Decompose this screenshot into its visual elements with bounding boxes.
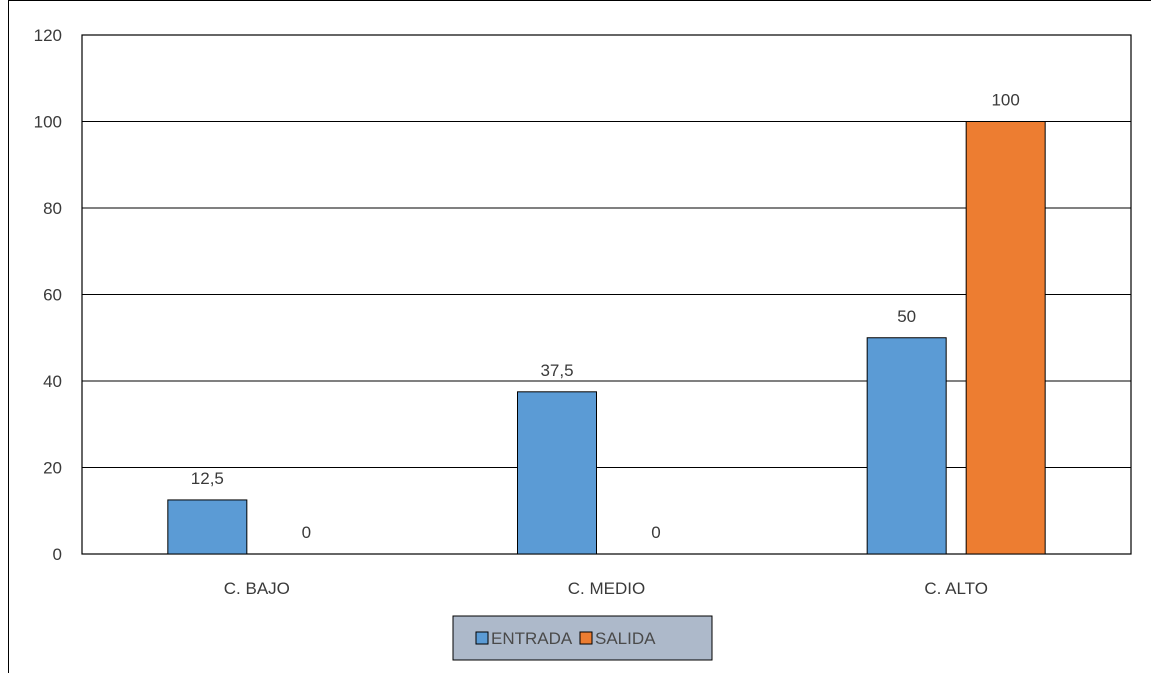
legend-label-salida: SALIDA: [595, 629, 656, 648]
data-label: 100: [991, 91, 1019, 110]
category-label: C. BAJO: [224, 579, 290, 598]
y-tick-label: 80: [43, 199, 62, 218]
bar-entrada-1: [517, 391, 597, 555]
y-tick-label: 20: [43, 459, 62, 478]
data-labels: 12,5 0 37,5 0 50 100: [191, 91, 1020, 543]
data-label: 37,5: [540, 361, 573, 380]
y-tick-label: 60: [43, 286, 62, 305]
data-label: 12,5: [191, 469, 224, 488]
category-label: C. ALTO: [924, 579, 988, 598]
bar-entrada-0: [167, 499, 248, 555]
data-label: 0: [302, 523, 311, 542]
y-tick-label: 120: [34, 26, 62, 45]
y-axis-ticks: 0 20 40 60 80 100 120: [34, 26, 62, 564]
legend: ENTRADA SALIDA: [452, 615, 713, 661]
legend-label-entrada: ENTRADA: [491, 629, 573, 648]
bar-salida-2: [965, 121, 1046, 555]
category-label: C. MEDIO: [568, 579, 645, 598]
data-label: 0: [651, 523, 660, 542]
data-label: 50: [897, 307, 916, 326]
y-tick-label: 0: [53, 545, 62, 564]
bar-entrada-2: [866, 337, 947, 555]
bars: [167, 121, 1046, 555]
gridlines: [81, 34, 1132, 555]
y-tick-label: 100: [34, 113, 62, 132]
y-tick-label: 40: [43, 372, 62, 391]
chart-frame: [8, 0, 1151, 673]
legend-swatch-salida: [579, 631, 593, 645]
x-axis-categories: C. BAJO C. MEDIO C. ALTO: [224, 579, 988, 598]
legend-swatch-entrada: [475, 631, 489, 645]
